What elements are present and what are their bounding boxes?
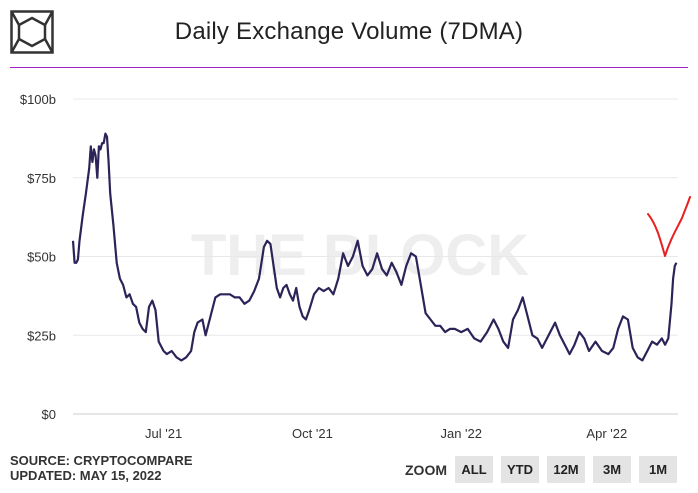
y-tick-label: $0 <box>42 407 56 422</box>
zoom-all-button[interactable]: ALL <box>455 456 493 483</box>
zoom-controls: ZOOM ALL YTD 12M 3M 1M <box>405 456 677 483</box>
zoom-12m-button[interactable]: 12M <box>547 456 585 483</box>
source-label: SOURCE: CRYPTOCOMPARE <box>10 453 193 468</box>
y-tick-label: $50b <box>27 250 56 265</box>
x-tick-label: Jul '21 <box>145 426 182 441</box>
series-line-exchange-volume <box>71 132 678 362</box>
updated-label: UPDATED: MAY 15, 2022 <box>10 468 162 483</box>
x-tick-label: Oct '21 <box>292 426 333 441</box>
chart-title: Daily Exchange Volume (7DMA) <box>174 18 524 45</box>
zoom-label: ZOOM <box>405 461 447 478</box>
the-block-logo-icon <box>10 10 54 54</box>
title-divider <box>10 67 688 68</box>
hand-drawn-annotation <box>647 196 691 257</box>
zoom-3m-button[interactable]: 3M <box>593 456 631 483</box>
zoom-1m-button[interactable]: 1M <box>639 456 677 483</box>
zoom-ytd-button[interactable]: YTD <box>501 456 539 483</box>
y-tick-label: $100b <box>20 92 56 107</box>
source-info: SOURCE: CRYPTOCOMPARE UPDATED: MAY 15, 2… <box>10 453 193 483</box>
y-tick-label: $25b <box>27 328 56 343</box>
y-tick-label: $75b <box>27 171 56 186</box>
x-tick-label: Jan '22 <box>440 426 482 441</box>
x-tick-label: Apr '22 <box>586 426 627 441</box>
